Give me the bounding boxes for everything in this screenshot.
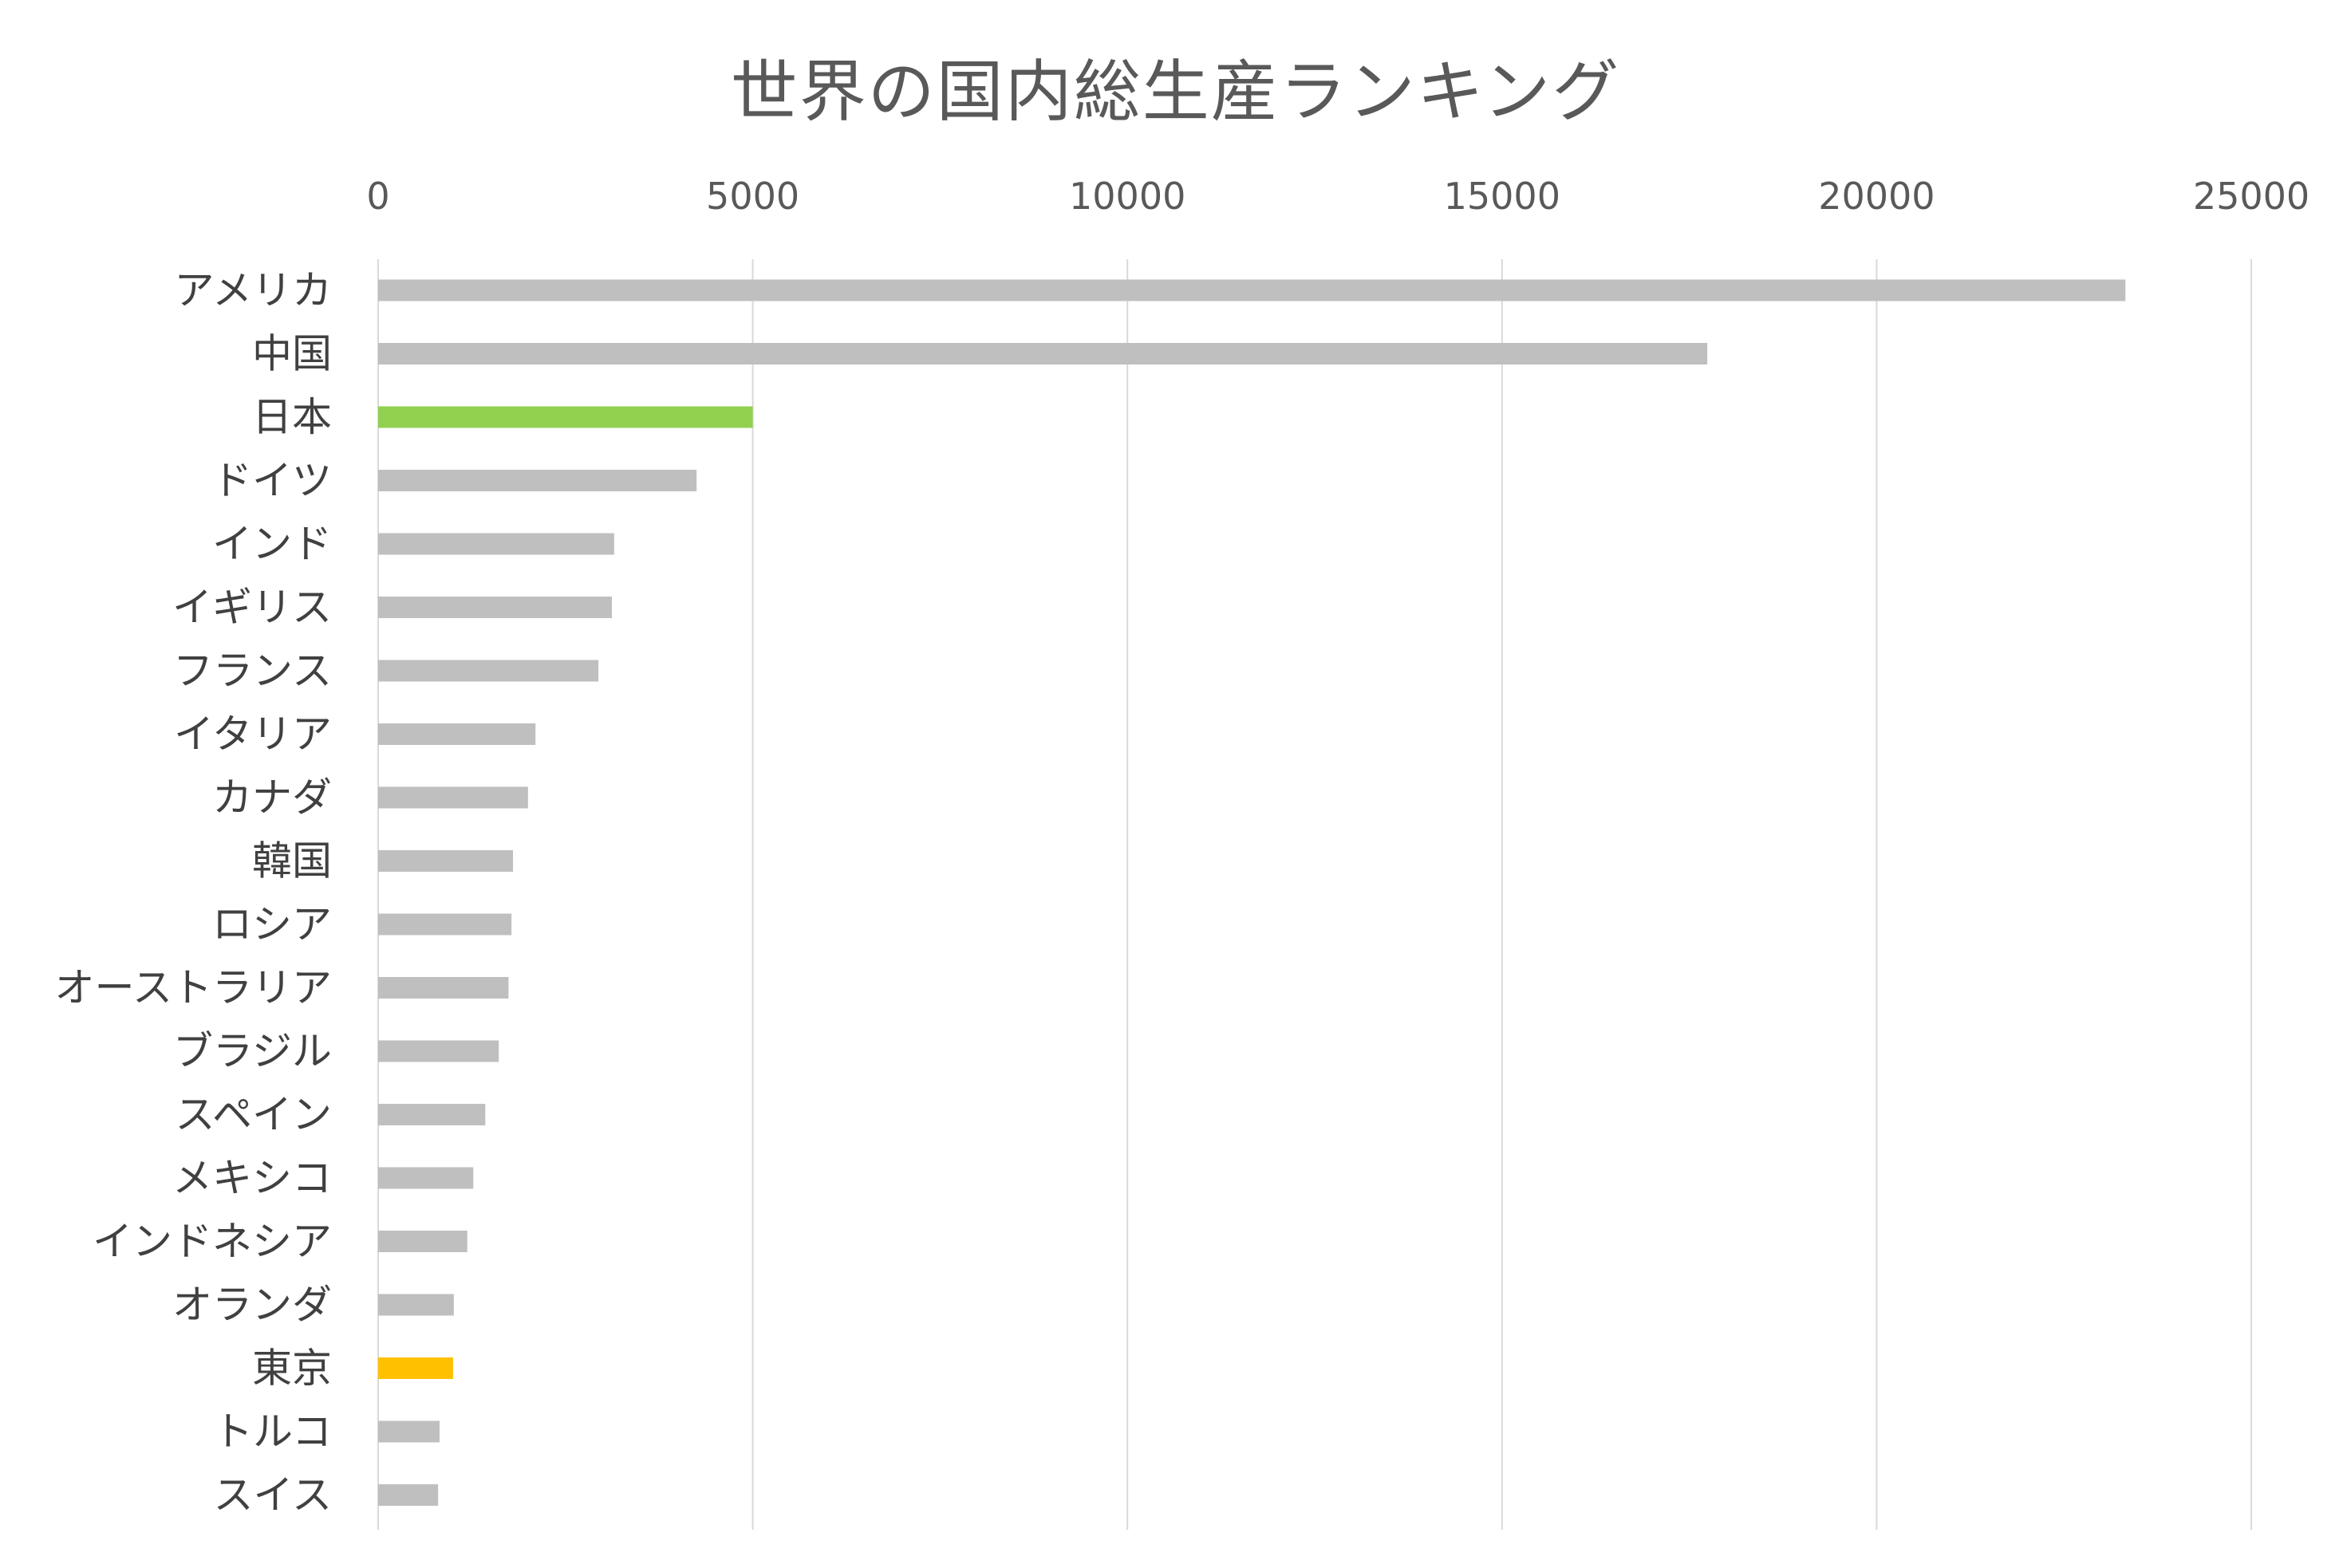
bar [378,1357,453,1379]
category-label: ドイツ [212,458,332,504]
category-label: アメリカ [175,267,333,313]
x-tick-label: 25000 [2193,175,2310,218]
bar [378,1167,474,1189]
category-label: メキシコ [172,1155,332,1201]
category-label: スイス [214,1472,333,1519]
chart-title: 世界の国内総生産ランキング [730,53,1621,131]
category-label: イギリス [172,585,332,631]
category-label: オーストラリア [55,965,333,1011]
category-label: オランダ [172,1282,332,1328]
gridlines [377,259,2252,1530]
x-axis-ticks: 0 5000 10000 15000 20000 25000 [366,175,2310,218]
bar [378,470,697,491]
category-label: 東京 [252,1345,332,1392]
bar [378,597,613,618]
bar [378,279,2126,301]
category-label: インドネシア [93,1219,332,1265]
x-tick-label: 0 [366,175,389,218]
bar [378,533,614,555]
x-tick-label: 5000 [706,175,799,218]
category-label: 日本 [252,394,332,440]
category-label: トルコ [213,1408,332,1455]
bar [378,1420,440,1443]
x-tick-label: 15000 [1444,175,1560,218]
bar [378,850,514,872]
category-label: ブラジル [173,1028,332,1074]
bar [378,1484,439,1506]
category-label: インド [212,521,332,567]
category-label: イタリア [174,711,332,758]
category-label: 中国 [252,331,332,377]
bar [378,913,512,936]
bar [378,1231,467,1252]
category-label: ロシア [212,901,332,947]
category-label: 韓国 [252,838,332,884]
bar [378,1040,499,1062]
bar [378,343,1708,364]
category-label: スペイン [176,1092,333,1138]
bar [378,977,509,999]
bar [378,660,599,682]
bar [378,406,753,428]
category-label: フランス [173,648,332,694]
x-tick-label: 20000 [1818,175,1935,218]
category-labels: アメリカ中国日本ドイツインドイギリスフランスイタリアカナダ韓国ロシアオーストラリ… [55,267,333,1519]
bar [378,1104,486,1125]
bars [378,279,2126,1506]
category-label: カナダ [212,774,332,821]
bar [378,1294,454,1316]
bar [378,723,536,745]
x-tick-label: 10000 [1069,175,1185,218]
bar [378,786,528,809]
